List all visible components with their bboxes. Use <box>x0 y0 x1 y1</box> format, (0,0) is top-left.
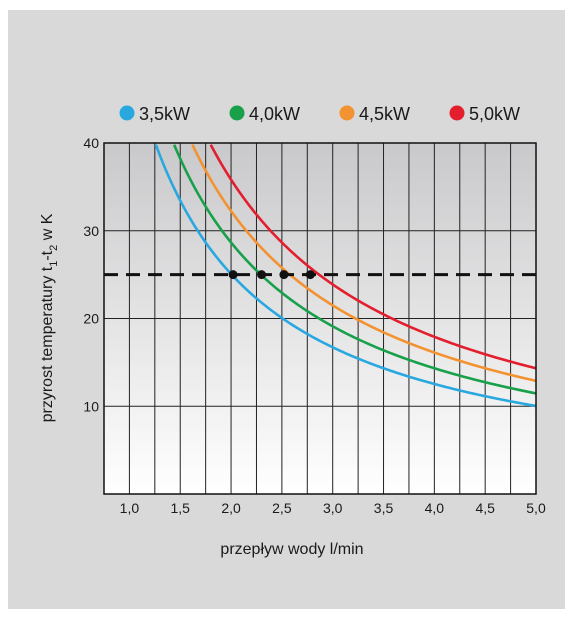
intersection-marker <box>228 270 238 280</box>
x-tick-label: 3,5 <box>374 500 394 516</box>
y-axis-label: przyrost temperatury t1-t2 w K <box>39 213 60 422</box>
curves <box>154 144 536 408</box>
intersection-markers <box>228 270 315 280</box>
y-tick-label: 20 <box>83 311 99 327</box>
y-tick-labels: 10 20 30 40 <box>83 135 99 414</box>
plot-frame <box>103 142 537 495</box>
y-axis-label-mid: -t <box>39 250 56 260</box>
y-axis-label-prefix: przyrost temperatury t <box>39 266 56 422</box>
y-tick-label: 10 <box>83 398 99 414</box>
y-tick-label: 40 <box>83 135 99 151</box>
x-tick-label: 2,0 <box>221 500 241 516</box>
y-tick-label: 30 <box>83 223 99 239</box>
legend-swatch <box>229 105 245 121</box>
x-tick-label: 1,0 <box>120 500 140 516</box>
legend: 3,5kW 4,0kW 4,5kW 5,0kW <box>119 104 520 124</box>
x-tick-label: 4,0 <box>425 500 445 516</box>
x-tick-label: 4,5 <box>475 500 495 516</box>
series-line <box>209 144 536 370</box>
series-line <box>191 144 536 383</box>
legend-swatch <box>449 105 465 121</box>
legend-label: 4,5kW <box>359 104 410 124</box>
legend-swatch <box>339 105 355 121</box>
y-axis-label-sub1: 1 <box>48 261 60 267</box>
x-tick-label: 3,0 <box>323 500 343 516</box>
series-line <box>172 144 536 395</box>
x-tick-labels: 1,0 1,5 2,0 2,5 3,0 3,5 4,0 4,5 5,0 <box>120 500 546 516</box>
intersection-marker <box>257 270 267 280</box>
legend-label: 5,0kW <box>469 104 520 124</box>
y-axis-label-suffix: w K <box>39 213 56 244</box>
intersection-marker <box>279 270 289 280</box>
y-axis-label-sub2: 2 <box>48 245 60 251</box>
intersection-marker <box>305 270 315 280</box>
legend-label: 4,0kW <box>249 104 300 124</box>
legend-label: 3,5kW <box>139 104 190 124</box>
x-tick-label: 5,0 <box>526 500 546 516</box>
x-tick-label: 2,5 <box>272 500 292 516</box>
x-tick-label: 1,5 <box>171 500 191 516</box>
legend-swatch <box>119 105 135 121</box>
series-line <box>154 144 536 408</box>
x-axis-label: przepływ wody l/min <box>220 541 363 558</box>
